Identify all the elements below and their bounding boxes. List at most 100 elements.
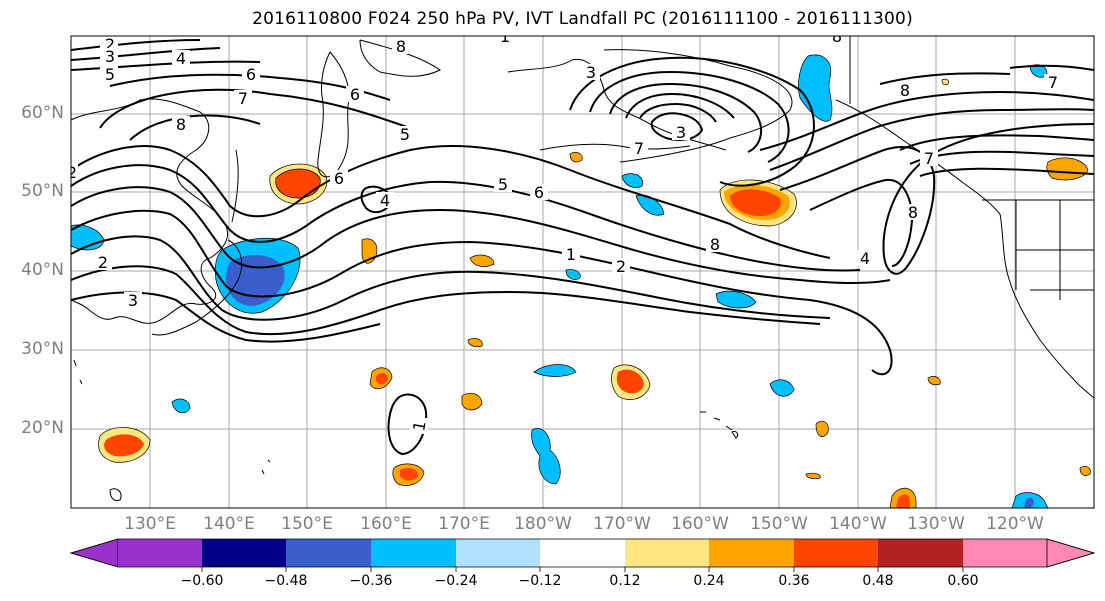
aleutian-islands — [539, 143, 691, 151]
colorbar-over-arrow — [1046, 538, 1096, 568]
contour-label: 2 — [105, 35, 115, 54]
lat-label: 30°N — [21, 339, 64, 359]
colorbar-tick-label: −0.36 — [349, 573, 393, 589]
positive-anomaly-region — [1046, 157, 1089, 181]
pacific-islands — [73, 359, 271, 501]
positive-anomaly-region — [376, 373, 388, 385]
negative-anomaly-region — [533, 364, 577, 377]
contour-label: 8 — [176, 115, 186, 134]
contour-label: 3 — [676, 123, 686, 142]
lon-label: 170°E — [438, 514, 490, 534]
lat-label: 40°N — [21, 260, 64, 280]
colorbar-tick-label: 0.12 — [609, 573, 641, 589]
colorbar-segment — [202, 539, 286, 567]
asia-coastline — [71, 98, 228, 324]
colorbar-segment — [286, 539, 371, 567]
lon-label: 160°W — [671, 514, 729, 534]
colorbar-segment — [371, 539, 456, 567]
contour-label: 8 — [900, 81, 910, 100]
contour-label: 4 — [860, 249, 870, 268]
positive-anomaly-region — [941, 78, 949, 86]
positive-anomaly-region — [467, 338, 483, 348]
na-west-coast — [999, 213, 1094, 399]
lon-label: 130°E — [124, 514, 176, 534]
colorbar-segment — [540, 539, 625, 567]
colorbar-segment — [794, 539, 878, 567]
negative-anomaly-region — [531, 428, 561, 485]
contour-labels: 2 3 5 4 6 7 8 6 8 3 7 8 8 7 — [67, 27, 1062, 434]
colorbar-tick-label: −0.12 — [518, 573, 562, 589]
contour-label: 8 — [710, 235, 720, 254]
colorbar-tick-label: 0.24 — [693, 573, 725, 589]
positive-anomaly-region — [461, 392, 483, 411]
contour-label: 1 — [409, 419, 429, 432]
contour-label: 6 — [246, 65, 256, 84]
contour-label: 3 — [105, 47, 115, 66]
positive-anomaly-region — [896, 494, 910, 508]
lon-label: 120°W — [986, 514, 1044, 534]
negative-anomaly-core — [1024, 497, 1034, 508]
kamchatka-coastline — [317, 51, 350, 178]
colorbar-segment — [709, 539, 794, 567]
colorbar-segment — [878, 539, 963, 567]
contour-label: 3 — [586, 63, 596, 82]
lon-label: 150°W — [750, 514, 808, 534]
contour-label: 4 — [176, 49, 186, 68]
contour-label: 8 — [396, 37, 406, 56]
lon-label: 160°E — [360, 514, 412, 534]
colorbar-outline — [69, 538, 1096, 568]
positive-anomaly-region — [104, 434, 144, 457]
lat-label: 60°N — [21, 103, 64, 123]
contour-label: 7 — [634, 139, 644, 158]
positive-anomaly-region — [927, 376, 941, 386]
positive-anomaly-region — [815, 420, 829, 438]
sakhalin-coastline — [231, 149, 239, 223]
lon-label: 150°E — [281, 514, 333, 534]
contour-label: 8 — [832, 27, 842, 46]
contour-label: 2 — [616, 257, 626, 276]
colorbar-tick-label: −0.60 — [180, 573, 224, 589]
contour-label: 1 — [566, 245, 576, 264]
hawaii-islands — [700, 411, 739, 439]
negative-anomaly-region — [715, 290, 757, 309]
contour-label: 7 — [924, 149, 934, 168]
positive-anomaly-region — [469, 254, 495, 267]
contour-label: 4 — [380, 191, 390, 210]
positive-anomaly-region — [616, 369, 644, 394]
positive-anomaly-region — [1079, 466, 1091, 476]
alaska-coastline — [603, 49, 793, 163]
colorbar-under-arrow — [69, 538, 119, 568]
colorbar-tick-label: 0.36 — [778, 573, 810, 589]
contour-label: 1 — [500, 27, 510, 46]
positive-anomaly-region — [400, 468, 418, 481]
colorbar — [69, 538, 1096, 572]
contour-label: 6 — [334, 169, 344, 188]
negative-anomaly-region — [621, 173, 644, 188]
positive-anomaly-region — [569, 152, 583, 163]
contour-label: 2 — [67, 163, 77, 182]
map-frame — [70, 35, 1095, 509]
contour-label: 5 — [400, 125, 410, 144]
negative-anomaly-region — [769, 379, 795, 397]
contour-label: 3 — [128, 291, 138, 310]
positive-anomaly-region — [275, 168, 321, 199]
positive-anomaly-region — [805, 472, 821, 480]
lon-label: 140°E — [203, 514, 255, 534]
lat-label: 20°N — [21, 418, 64, 438]
japan-coastline — [151, 239, 243, 336]
state-borders — [1015, 200, 1094, 300]
lon-label: 130°W — [907, 514, 965, 534]
contour-label: 5 — [105, 65, 115, 84]
negative-anomaly-region — [171, 398, 191, 414]
lat-label: 50°N — [21, 181, 64, 201]
colorbar-segment — [625, 539, 709, 567]
negative-anomaly-region — [565, 269, 581, 280]
map-title: 2016110800 F024 250 hPa PV, IVT Landfall… — [252, 9, 913, 29]
colorbar-tick-label: 0.48 — [862, 573, 894, 589]
map-plot-area: 2 3 5 4 6 7 8 6 8 3 7 8 8 7 — [67, 27, 1094, 508]
contour-label: 7 — [1048, 73, 1058, 92]
closed-contour — [387, 393, 428, 456]
contour-label: 6 — [534, 183, 544, 202]
colorbar-segment — [963, 539, 1047, 567]
